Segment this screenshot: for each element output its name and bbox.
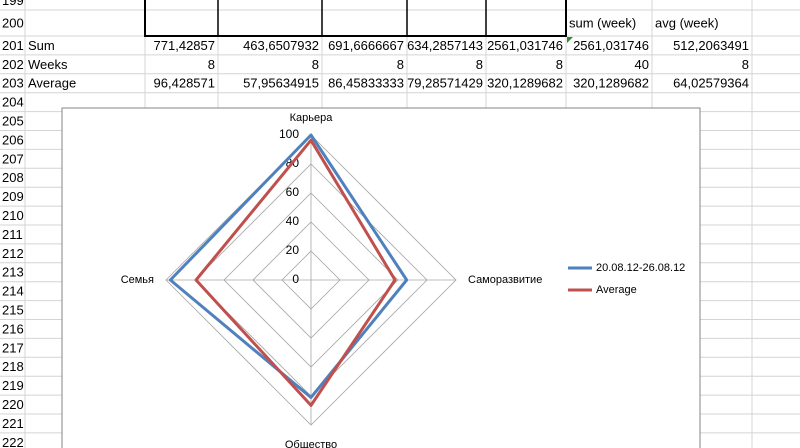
cell-text: 40 — [635, 57, 649, 72]
cell-text: 8 — [742, 57, 749, 72]
cell-text: 2561,031746 — [573, 38, 649, 53]
row-header: 214 — [2, 284, 24, 299]
row-header: 208 — [2, 170, 24, 185]
cell-text: 8 — [397, 57, 404, 72]
legend-label: Average — [596, 284, 637, 296]
row-header: 216 — [2, 321, 24, 336]
cell-text: 634,2857143 — [407, 38, 483, 53]
cell-text: Weeks — [28, 57, 68, 72]
category-label: Общество — [285, 439, 337, 448]
cell-text: 2561,031746 — [487, 38, 563, 53]
cell-text: Sum — [28, 38, 55, 53]
cell-text: 8 — [476, 57, 483, 72]
category-label: Саморазвитие — [468, 274, 542, 286]
category-label: Карьера — [290, 112, 334, 124]
cell-text: 8 — [312, 57, 319, 72]
row-header: 217 — [2, 340, 24, 355]
y-tick-label: 0 — [292, 272, 299, 286]
row-header: 209 — [2, 189, 24, 204]
row-header: 215 — [2, 302, 24, 317]
series-line — [168, 133, 409, 399]
row-header: 221 — [2, 416, 24, 431]
row-header: 211 — [2, 227, 23, 242]
cell-text: 79,28571429 — [407, 76, 483, 91]
cell-text: 64,02579364 — [673, 76, 749, 91]
cell-text: 771,42857 — [154, 38, 215, 53]
row-header: 213 — [2, 265, 24, 280]
cell-text: Average — [28, 76, 76, 91]
cell-text: 86,45833333 — [328, 76, 404, 91]
row-header: 199 — [2, 0, 24, 8]
y-tick-label: 40 — [286, 214, 300, 228]
row-header: 203 — [2, 76, 24, 91]
row-header: 220 — [2, 397, 24, 412]
row-header: 210 — [2, 208, 24, 223]
cell-text: 691,6666667 — [328, 38, 404, 53]
table-border — [144, 0, 567, 37]
cell-text: 320,1289682 — [573, 76, 649, 91]
row-header: 205 — [2, 113, 24, 128]
cell-text: sum (week) — [569, 15, 636, 30]
y-tick-label: 100 — [279, 127, 299, 141]
category-label: Семья — [121, 274, 154, 286]
row-header: 200 — [2, 15, 24, 30]
cell-text: 320,1289682 — [487, 76, 563, 91]
cell-text: 8 — [208, 57, 215, 72]
y-tick-label: 20 — [286, 243, 300, 257]
chart-area — [61, 107, 701, 448]
row-header: 201 — [2, 38, 24, 53]
row-header: 219 — [2, 378, 24, 393]
row-header: 222 — [2, 435, 24, 448]
error-indicator — [567, 37, 573, 43]
cell-text: avg (week) — [655, 15, 719, 30]
cell-text: 512,2063491 — [673, 38, 749, 53]
row-header: 212 — [2, 246, 24, 261]
y-tick-label: 60 — [286, 185, 300, 199]
cell-text: 96,428571 — [154, 76, 215, 91]
row-header: 206 — [2, 132, 24, 147]
chart: 020406080100КарьераСаморазвитиеОбществоС… — [61, 107, 701, 448]
cell-text: 463,6507932 — [243, 38, 319, 53]
cell-text: 8 — [556, 57, 563, 72]
row-header: 204 — [2, 95, 24, 110]
legend-label: 20.08.12-26.08.12 — [596, 262, 685, 274]
series-line — [194, 138, 397, 407]
row-header: 218 — [2, 359, 24, 374]
cell-text: 57,95634915 — [243, 76, 319, 91]
row-header: 207 — [2, 151, 24, 166]
row-header: 202 — [2, 57, 24, 72]
